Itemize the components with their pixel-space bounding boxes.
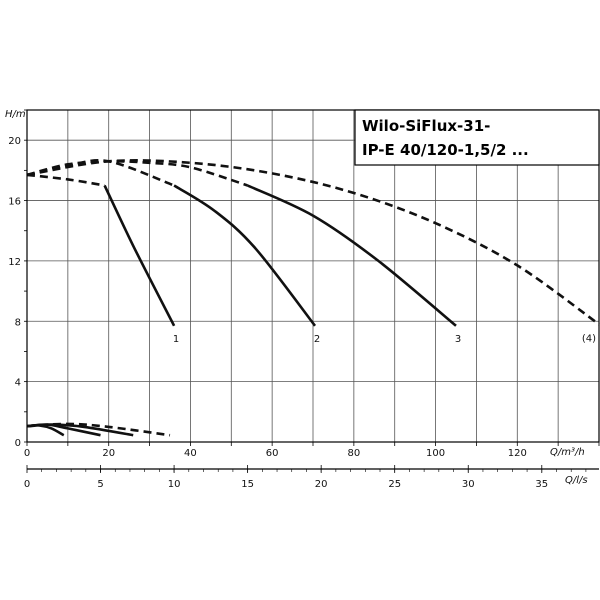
y-tick-label: 8 — [15, 317, 21, 328]
x-tick-label: 60 — [266, 448, 279, 459]
curve-1 — [103, 184, 176, 327]
y-tick-label: 4 — [15, 378, 21, 389]
x-tick-label: 120 — [508, 448, 527, 459]
curve-label: 1 — [173, 334, 179, 345]
series-lines — [26, 159, 600, 437]
x-tick-label: 0 — [24, 448, 30, 459]
y-tick-label: 20 — [8, 136, 21, 147]
y-tick-label: 12 — [8, 257, 21, 268]
chart-title-line-2: IP-E 40/120-1,5/2 ... — [362, 141, 529, 159]
curve-label: 2 — [314, 334, 320, 345]
x2-tick-label: 35 — [535, 479, 548, 490]
curve-3 — [247, 184, 457, 327]
x2-tick-label: 25 — [388, 479, 401, 490]
x-tick-label: 40 — [184, 448, 197, 459]
x2-tick-label: 15 — [241, 479, 254, 490]
curve-segment-5 — [26, 159, 175, 187]
curve-2 — [173, 184, 317, 327]
curve-label: (4) — [582, 333, 596, 344]
x2-axis-label: Q/l/s — [565, 475, 588, 486]
axes — [24, 109, 600, 473]
curve-segment-6 — [26, 159, 249, 187]
x2-tick-label: 30 — [462, 479, 475, 490]
y-tick-label: 16 — [8, 197, 21, 208]
x2-tick-label: 20 — [315, 479, 328, 490]
x-tick-label: 20 — [102, 448, 115, 459]
chart-title-box: Wilo-SiFlux-31- IP-E 40/120-1,5/2 ... — [354, 109, 600, 166]
x-tick-label: 80 — [347, 448, 360, 459]
x2-tick-label: 0 — [24, 479, 30, 490]
curve-label: 3 — [455, 334, 461, 345]
x-tick-label: 100 — [426, 448, 445, 459]
y-tick-label: 0 — [15, 438, 21, 449]
x2-tick-label: 10 — [168, 479, 181, 490]
curve-segment-10 — [26, 422, 171, 437]
x2-tick-label: 5 — [97, 479, 103, 490]
title-box — [354, 109, 600, 166]
curve-labels: 1 2 3 (4) — [173, 333, 596, 345]
chart-title-line-1: Wilo-SiFlux-31- — [362, 117, 490, 135]
y-axis-label: H/m — [5, 109, 26, 120]
curve-segment-4 — [26, 173, 105, 187]
x-axis-label: Q/m³/h — [550, 447, 585, 458]
